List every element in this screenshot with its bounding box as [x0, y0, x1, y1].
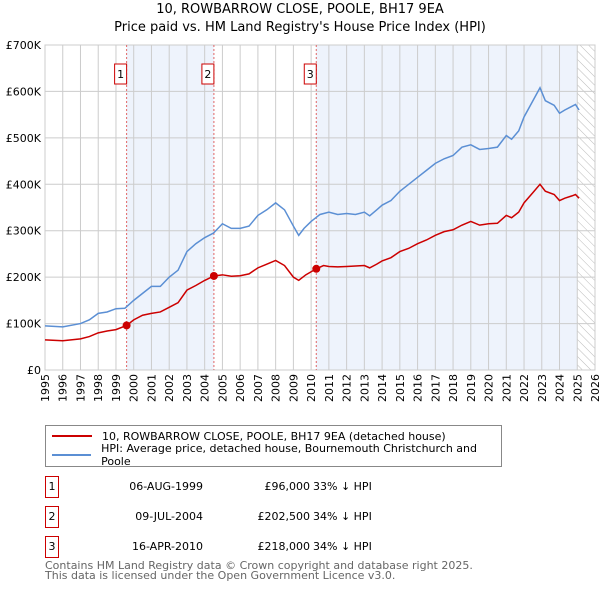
- sale-price: £202,500: [257, 510, 311, 523]
- x-tick-label: 2020: [483, 374, 496, 402]
- property-price-line: [44, 183, 580, 342]
- legend-label-hpi: HPI: Average price, detached house, Bour…: [101, 442, 478, 468]
- x-tick-label: 1998: [92, 374, 105, 402]
- forecast-hatch: [577, 45, 595, 370]
- chart-subtitle: Price paid vs. HM Land Registry's House …: [114, 20, 486, 35]
- chart-title: 10, ROWBARROW CLOSE, POOLE, BH17 9EA: [156, 2, 444, 17]
- legend-swatch-hpi: [52, 454, 92, 456]
- x-tick-label: 2002: [163, 374, 176, 402]
- footer-line-2: This data is licensed under the Open Gov…: [45, 569, 396, 582]
- shade-region: [316, 45, 578, 370]
- x-tick-label: 1999: [110, 374, 123, 402]
- x-tick-label: 2019: [465, 374, 478, 402]
- sale-hpi-diff: 34% ↓ HPI: [313, 510, 372, 523]
- x-tick-label: 2004: [199, 374, 212, 402]
- footer: Contains HM Land Registry data © Crown c…: [45, 559, 473, 582]
- sale-marker-box: [303, 63, 317, 85]
- y-tick-label: £600K: [6, 85, 42, 98]
- sale-hpi-diff: 34% ↓ HPI: [313, 540, 372, 553]
- x-tick-label: 2005: [216, 374, 229, 402]
- x-tick-label: 2006: [234, 374, 247, 402]
- y-tick-label: £100K: [6, 318, 42, 331]
- x-tick-label: 2007: [252, 374, 265, 402]
- x-tick-label: 2009: [287, 374, 300, 402]
- plot-area: 1995 1996 1997 1998 1999 2000 2001 2002 2003 2004…: [6, 39, 600, 402]
- sale-date: 06-AUG-1999: [129, 480, 203, 493]
- x-tick-label: 2016: [412, 374, 425, 402]
- x-tick-label: 2015: [394, 374, 407, 402]
- x-tick-label: 2025: [571, 374, 584, 402]
- sale-hpi-diff: 33% ↓ HPI: [313, 480, 372, 493]
- y-tick-label: £400K: [6, 178, 42, 191]
- shade-region: [126, 45, 214, 370]
- plot-border: [44, 44, 596, 371]
- y-tick-label: £0: [27, 364, 41, 377]
- sale-marker-label: 3: [45, 536, 59, 558]
- sale-price: £218,000: [257, 540, 311, 553]
- x-tick-label: 2008: [270, 374, 283, 402]
- x-tick-label: 2003: [181, 374, 194, 402]
- x-tick-label: 2001: [145, 374, 158, 402]
- y-tick-label: £500K: [6, 132, 42, 145]
- x-tick-label: 2026: [589, 374, 600, 402]
- legend-label-property: 10, ROWBARROW CLOSE, POOLE, BH17 9EA (de…: [102, 429, 446, 443]
- sale-point: [122, 321, 131, 330]
- x-tick-label: 2021: [500, 374, 513, 402]
- footer-line-1: Contains HM Land Registry data © Crown c…: [45, 559, 473, 572]
- sale-marker-label: 2: [45, 506, 59, 528]
- x-tick-label: 2013: [358, 374, 371, 402]
- x-tick-label: 2017: [429, 374, 442, 402]
- x-tick-label: 1996: [57, 374, 70, 402]
- sale-price: £96,000: [264, 480, 311, 493]
- x-tick-label: 1995: [39, 374, 52, 402]
- sale-point: [209, 271, 218, 280]
- x-tick-label: 2012: [341, 374, 354, 402]
- x-tick-label: 2018: [447, 374, 460, 402]
- x-tick-label: 2010: [305, 374, 318, 402]
- x-tick-label: 2023: [536, 374, 549, 402]
- sale-marker-label: 1: [45, 476, 59, 498]
- y-tick-label: £700K: [6, 39, 42, 52]
- x-tick-label: 2022: [518, 374, 531, 402]
- sale-date: 16-APR-2010: [131, 540, 203, 553]
- y-tick-label: £300K: [6, 225, 42, 238]
- hpi-line: [44, 85, 580, 328]
- sale-row: 2 09-JUL-2004 £202,500 34% ↓ HPI: [45, 506, 445, 528]
- sale-row: 3 16-APR-2010 £218,000 34% ↓ HPI: [45, 536, 445, 558]
- x-tick-label: 2011: [323, 374, 336, 402]
- sale-marker-label: 1: [117, 68, 124, 81]
- sale-point: [312, 264, 321, 273]
- sale-marker-box: [114, 63, 128, 85]
- sale-date: 09-JUL-2004: [135, 510, 203, 523]
- sale-marker-box: [201, 63, 215, 85]
- x-tick-label: 2024: [554, 374, 567, 402]
- sale-marker-label: 3: [307, 68, 314, 81]
- y-tick-label: £200K: [6, 271, 42, 284]
- x-tick-label: 2014: [376, 374, 389, 402]
- sale-marker-label: 2: [204, 68, 211, 81]
- legend-swatch-property: [52, 435, 92, 437]
- legend: 10, ROWBARROW CLOSE, POOLE, BH17 9EA (de…: [45, 425, 502, 468]
- x-tick-label: 1997: [74, 374, 87, 402]
- x-tick-label: 2000: [128, 374, 141, 402]
- sale-row: 1 06-AUG-1999 £96,000 33% ↓ HPI: [45, 476, 445, 498]
